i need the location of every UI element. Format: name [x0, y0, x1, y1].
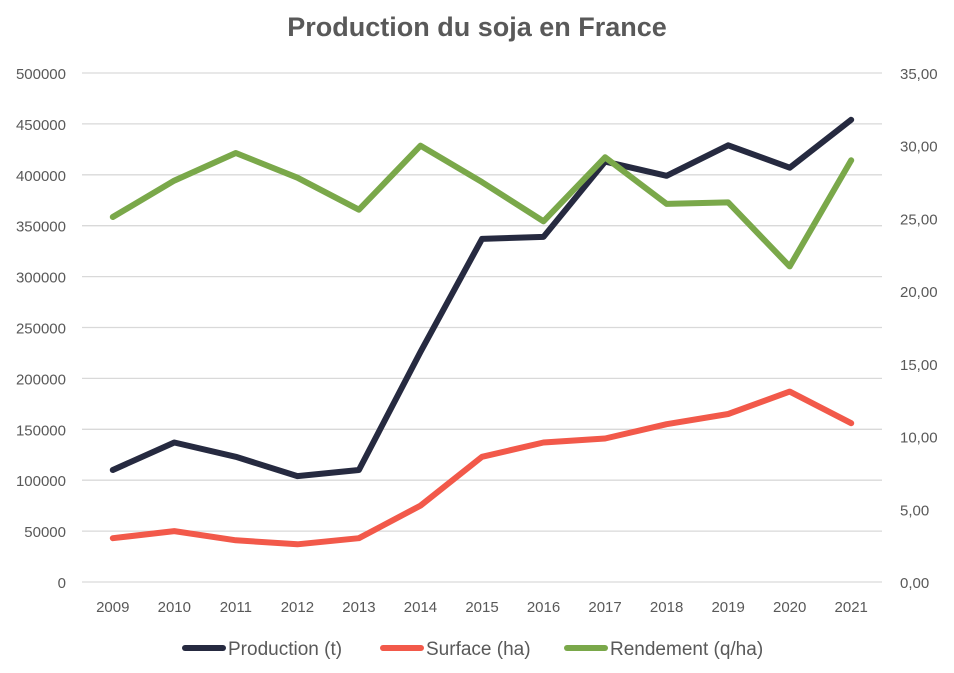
y-left-tick-label: 350000	[16, 219, 66, 236]
y-left-tick-label: 400000	[16, 168, 66, 185]
y-left-tick-label: 150000	[16, 422, 66, 439]
y-left-tick-label: 450000	[16, 117, 66, 134]
legend-label: Rendement (q/ha)	[610, 639, 763, 660]
y-right-tick-label: 5,00	[900, 502, 929, 519]
y-right-tick-label: 20,00	[900, 284, 938, 301]
legend-label: Surface (ha)	[426, 639, 531, 660]
series-line	[109, 116, 855, 480]
y-right-tick-label: 15,00	[900, 357, 938, 374]
x-tick-label: 2009	[96, 599, 129, 616]
y-left-tick-label: 0	[58, 575, 66, 592]
chart-title: Production du soja en France	[287, 12, 667, 42]
x-tick-label: 2019	[711, 599, 744, 616]
y-left-tick-label: 200000	[16, 371, 66, 388]
x-tick-label: 2020	[773, 599, 806, 616]
y-left-tick-label: 100000	[16, 473, 66, 490]
x-tick-label: 2010	[158, 599, 191, 616]
y-right-tick-label: 30,00	[900, 139, 938, 156]
y-left-tick-label: 250000	[16, 321, 66, 338]
x-tick-label: 2018	[650, 599, 683, 616]
y-left-tick-label: 500000	[16, 66, 66, 83]
x-tick-label: 2013	[342, 599, 375, 616]
legend-label: Production (t)	[228, 639, 342, 660]
x-tick-label: 2012	[281, 599, 314, 616]
x-tick-label: 2011	[220, 599, 252, 616]
y-left-tick-label: 50000	[24, 524, 66, 541]
y-right-tick-label: 25,00	[900, 211, 938, 228]
y-right-tick-label: 10,00	[900, 430, 938, 447]
y-left-tick-label: 300000	[16, 270, 66, 287]
series-line	[109, 142, 855, 270]
y-right-tick-label: 0,00	[900, 575, 929, 592]
x-tick-label: 2016	[527, 599, 560, 616]
x-tick-label: 2021	[835, 599, 868, 616]
x-tick-label: 2014	[404, 599, 437, 616]
x-tick-label: 2017	[588, 599, 621, 616]
y-right-tick-label: 35,00	[900, 66, 938, 83]
x-tick-label: 2015	[465, 599, 498, 616]
series-line	[109, 388, 855, 548]
